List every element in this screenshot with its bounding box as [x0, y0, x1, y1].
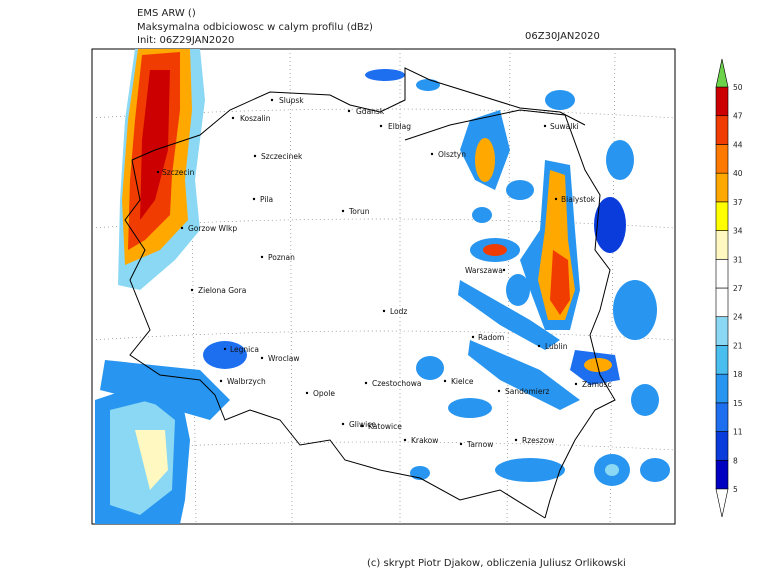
colorbar: 5 8 11 15 18 21 24 27 31 34 37 40 44 47 50: [715, 58, 743, 518]
colorbar-label: 5: [733, 485, 738, 494]
colorbar-label: 21: [733, 341, 743, 350]
city-label: Czestochowa: [372, 379, 421, 388]
colorbar-segment: [715, 345, 729, 375]
city-label: Zielona Gora: [198, 286, 246, 295]
city-label: Olsztyn: [438, 150, 466, 159]
city-label: Szczecinek: [261, 152, 303, 161]
city-label: Suwalki: [550, 122, 579, 131]
city-label: Gliwice: [349, 420, 376, 429]
city-label: Gorzow Wlkp: [188, 224, 237, 233]
init-time: Init: 06Z29JAN2020: [137, 35, 234, 46]
colorbar-segment: [715, 402, 729, 432]
city-label: Elblag: [388, 122, 411, 131]
city-label: Radom: [478, 333, 504, 342]
colorbar-segment: [715, 86, 729, 117]
city-label: Sandomierz: [505, 387, 550, 396]
city-label: Tarnow: [466, 440, 493, 449]
colorbar-label: 37: [733, 198, 743, 207]
colorbar-segment: [715, 459, 729, 490]
colorbar-label: 34: [733, 227, 743, 236]
borders: [124, 67, 616, 519]
colorbar-segment: [715, 431, 729, 461]
field-title: Maksymalna odbiciowosc w calym profilu (…: [137, 22, 373, 33]
city-label: Wroclaw: [268, 354, 300, 363]
city-label: Katowice: [368, 422, 402, 431]
colorbar-label: 44: [733, 140, 743, 149]
reflectivity: [95, 49, 670, 524]
city-label: Legnica: [230, 345, 259, 354]
colorbar-under: [715, 488, 729, 518]
city-labels: Slupsk Koszalin Gdansk Elblag Suwalki Ol…: [162, 96, 612, 449]
colorbar-over: [715, 58, 729, 88]
colorbar-label: 31: [733, 255, 743, 264]
colorbar-label: 24: [733, 313, 743, 322]
city-label: Torun: [348, 207, 370, 216]
city-label: Poznan: [268, 253, 295, 262]
city-label: Lodz: [390, 307, 407, 316]
colorbar-segment: [715, 115, 729, 145]
valid-time: 06Z30JAN2020: [525, 31, 600, 42]
colorbar-label: 27: [733, 284, 743, 293]
colorbar-label: 11: [733, 428, 743, 437]
city-label: Walbrzych: [227, 377, 266, 386]
colorbar-segment: [715, 287, 729, 318]
city-label: Lublin: [545, 342, 568, 351]
city-label: Rzeszow: [522, 436, 554, 445]
city-label: Pila: [260, 195, 273, 204]
map: Slupsk Koszalin Gdansk Elblag Suwalki Ol…: [91, 48, 676, 525]
city-label: Koszalin: [240, 114, 271, 123]
colorbar-label: 15: [733, 399, 743, 408]
colorbar-label: 50: [733, 83, 743, 92]
city-label: Szczecin: [162, 168, 195, 177]
credit: (c) skrypt Piotr Djakow, obliczenia Juli…: [367, 558, 626, 569]
colorbar-label: 8: [733, 456, 738, 465]
colorbar-segment: [715, 373, 729, 404]
colorbar-segment: [715, 316, 729, 346]
city-label: Krakow: [411, 436, 438, 445]
model-title: EMS ARW (): [137, 8, 196, 19]
city-label: Zamosc: [582, 380, 612, 389]
city-label: Warszawa: [465, 266, 503, 275]
city-label: Kielce: [451, 377, 474, 386]
colorbar-segment: [715, 258, 729, 289]
city-label: Gdansk: [356, 107, 385, 116]
colorbar-segment: [715, 230, 729, 260]
colorbar-label: 47: [733, 112, 743, 121]
city-label: Opole: [313, 389, 335, 398]
city-dots: [156, 98, 578, 446]
colorbar-segment: [715, 201, 729, 231]
colorbar-label: 18: [733, 370, 743, 379]
colorbar-segment: [715, 172, 729, 203]
city-label: Slupsk: [279, 96, 304, 105]
colorbar-segment: [715, 144, 729, 174]
colorbar-label: 40: [733, 169, 743, 178]
city-label: Bialystok: [561, 195, 596, 204]
